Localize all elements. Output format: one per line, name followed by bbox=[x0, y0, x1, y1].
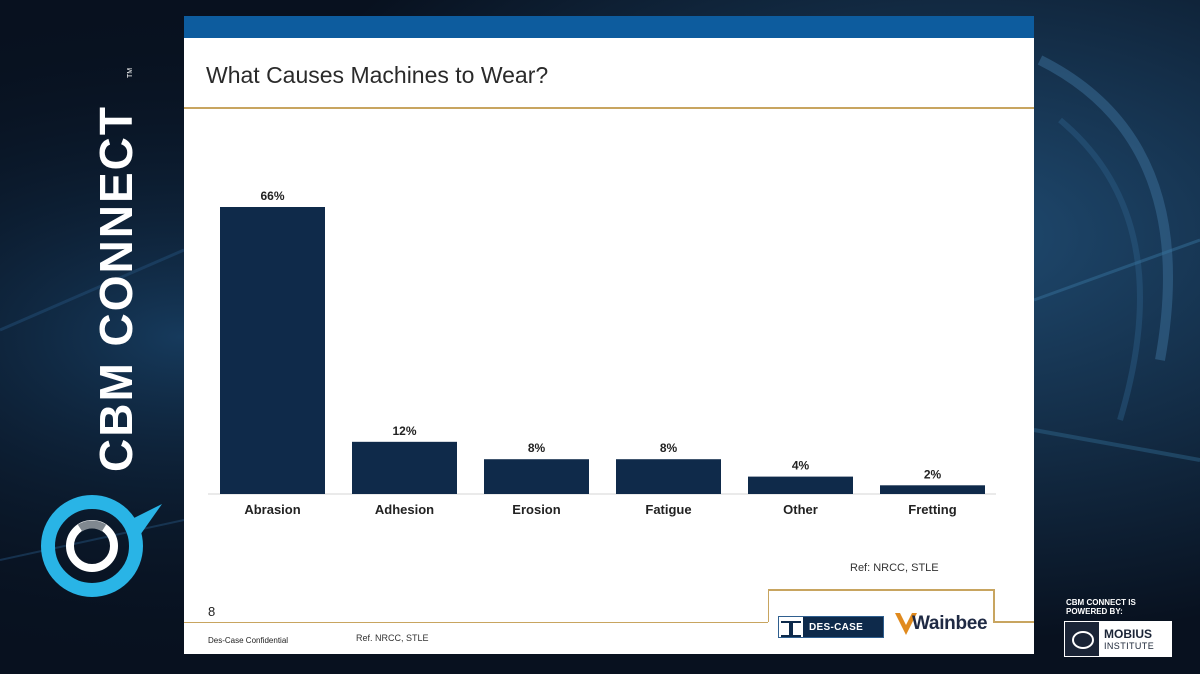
mobius-icon bbox=[1065, 622, 1099, 656]
slide-top-bar bbox=[184, 16, 1034, 38]
footer-divider bbox=[184, 622, 768, 623]
bar-fretting bbox=[880, 485, 985, 494]
title-divider bbox=[184, 107, 1034, 109]
des-case-mark-icon bbox=[779, 617, 803, 637]
data-label-erosion: 8% bbox=[528, 441, 546, 455]
bar-chart: 66% Abrasion 12% Adhesion 8% Erosion 8% Fatigue… bbox=[208, 189, 996, 517]
brand-trademark: TM bbox=[127, 68, 134, 78]
mobius-title: MOBIUS bbox=[1104, 626, 1152, 641]
category-label-adhesion: Adhesion bbox=[375, 502, 434, 517]
chart-reference: Ref: NRCC, STLE bbox=[850, 562, 939, 574]
slide-title: What Causes Machines to Wear? bbox=[206, 62, 549, 88]
wainbee-mark-icon bbox=[895, 613, 917, 635]
bar-adhesion bbox=[352, 441, 457, 494]
slide: What Causes Machines to Wear? 66% Abrasio… bbox=[184, 16, 1034, 654]
bar-abrasion bbox=[220, 207, 325, 494]
category-label-other: Other bbox=[783, 502, 818, 517]
data-label-abrasion: 66% bbox=[260, 189, 284, 203]
category-label-erosion: Erosion bbox=[512, 502, 560, 517]
brand-name: CBM CONNECT bbox=[90, 105, 142, 472]
bar-other bbox=[748, 476, 853, 494]
chart-bars: 66% Abrasion 12% Adhesion 8% Erosion 8% Fatigue… bbox=[220, 189, 985, 517]
bar-fatigue bbox=[616, 459, 721, 494]
des-case-logo-text: DES-CASE bbox=[809, 621, 864, 633]
wainbee-logo-text: Wainbee bbox=[912, 613, 988, 634]
data-label-adhesion: 12% bbox=[392, 424, 416, 438]
category-label-fretting: Fretting bbox=[908, 502, 956, 517]
page-number: 8 bbox=[208, 604, 216, 619]
confidential-label: Des-Case Confidential bbox=[208, 636, 289, 645]
wainbee-logo: Wainbee bbox=[894, 610, 990, 640]
cbm-connect-ring-icon bbox=[41, 495, 162, 597]
data-label-fretting: 2% bbox=[924, 467, 942, 481]
des-case-logo: DES-CASE bbox=[778, 616, 884, 638]
logo-frame bbox=[768, 589, 1034, 623]
powered-by-label: CBM CONNECT IS POWERED BY: bbox=[1066, 598, 1136, 616]
cbm-connect-logo: CBM CONNECT TM bbox=[20, 62, 180, 482]
category-label-fatigue: Fatigue bbox=[645, 502, 691, 517]
mobius-institute-logo: MOBIUS INSTITUTE bbox=[1064, 621, 1172, 657]
mobius-subtitle: INSTITUTE bbox=[1104, 640, 1155, 651]
category-label-abrasion: Abrasion bbox=[244, 502, 300, 517]
data-label-other: 4% bbox=[792, 459, 810, 473]
bar-erosion bbox=[484, 459, 589, 494]
footer-reference: Ref. NRCC, STLE bbox=[356, 633, 429, 643]
data-label-fatigue: 8% bbox=[660, 441, 678, 455]
